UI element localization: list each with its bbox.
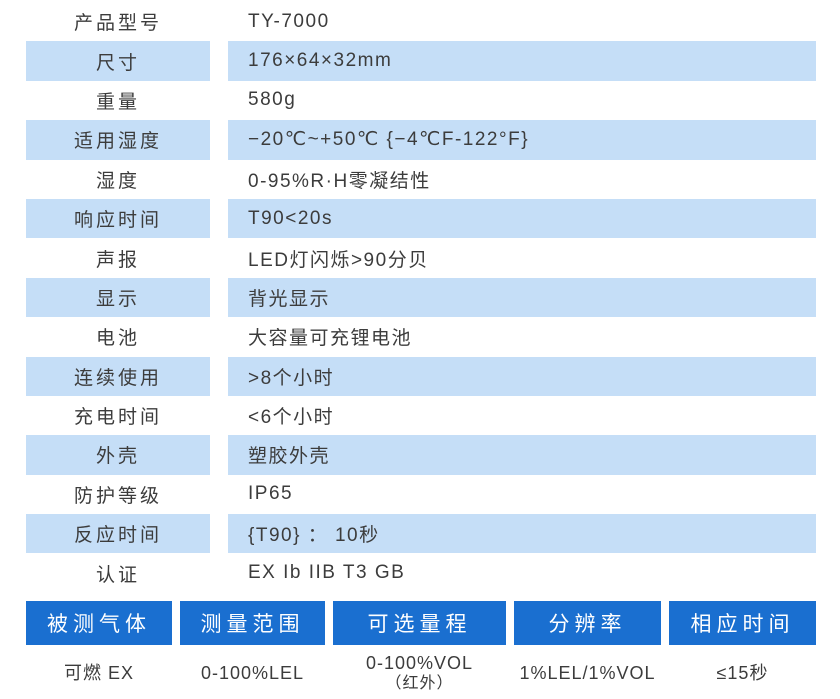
- spec-row-value: 580g: [248, 89, 297, 111]
- spec-row-value: 0-95%R·H零凝结性: [248, 170, 431, 192]
- gas-table-header: 分辨率: [514, 600, 661, 645]
- gas-table-value: 1%LEL/1%VOL: [514, 645, 661, 699]
- gas-measurement-table: 被测气体 可燃 EX 测量范围 0-100%LEL 可选量程 0-100%VOL…: [26, 600, 816, 699]
- spec-row-label: 认证: [95, 564, 140, 586]
- spec-row-value: LED灯闪烁>90分贝: [248, 249, 429, 271]
- spec-row-label: 产品型号: [73, 13, 162, 35]
- spec-row: 湿度 0-95%R·H零凝结性: [0, 160, 840, 199]
- gas-table-header: 可选量程: [333, 600, 506, 645]
- spec-row-label: 显示: [26, 277, 210, 318]
- gas-table-value-line1: 0-100%LEL: [200, 662, 305, 683]
- spec-row-label: 反应时间: [26, 514, 210, 554]
- spec-row-value: 背光显示: [228, 277, 816, 318]
- spec-row-value: TY-7000: [248, 10, 330, 32]
- gas-table-header: 被测气体: [26, 600, 172, 645]
- spec-row-value: 176×64×32mm: [228, 41, 816, 81]
- gas-table-value: ≤15秒: [669, 645, 816, 699]
- spec-row: 尺寸 176×64×32mm: [0, 41, 840, 81]
- spec-row-value: 塑胶外壳: [228, 435, 816, 475]
- spec-row-label: 尺寸: [26, 41, 210, 81]
- gas-table-value-line1: 1%LEL/1%VOL: [519, 662, 656, 683]
- spec-row-value: IP65: [248, 483, 294, 505]
- spec-row-value: EX Ib IIB T3 GB: [248, 562, 406, 584]
- gas-table-column: 分辨率 1%LEL/1%VOL: [514, 600, 661, 699]
- spec-row-label: 连续使用: [26, 356, 210, 396]
- spec-row: 电池 大容量可充锂电池: [0, 317, 840, 356]
- spec-row: 外壳 塑胶外壳: [0, 435, 840, 475]
- gas-table-value-line2: （红外）: [385, 674, 454, 692]
- spec-row-value: −20℃~+50℃ {−4℃F-122°F}: [228, 120, 816, 160]
- spec-row: 反应时间 {T90} ： 10秒: [0, 514, 840, 554]
- spec-row-value: <6个小时: [248, 407, 335, 429]
- spec-row: 充电时间 <6个小时: [0, 396, 840, 435]
- spec-row: 重量 580g: [0, 81, 840, 120]
- gas-table-column: 被测气体 可燃 EX: [26, 600, 172, 699]
- spec-row-label: 充电时间: [73, 407, 162, 429]
- gas-table-value-line1: 0-100%VOL: [365, 652, 474, 673]
- spec-row-label: 防护等级: [73, 485, 162, 507]
- spec-row: 防护等级 IP65: [0, 475, 840, 514]
- spec-row-value: 大容量可充锂电池: [248, 328, 413, 350]
- spec-row: 声报 LED灯闪烁>90分贝: [0, 238, 840, 277]
- gas-table-column: 测量范围 0-100%LEL: [180, 600, 325, 699]
- gas-table-value-line1: ≤15秒: [716, 662, 769, 683]
- gas-table-value-line1: 可燃 EX: [63, 662, 134, 683]
- spec-row-label: 适用湿度: [26, 120, 210, 160]
- spec-row: 产品型号 TY-7000: [0, 2, 840, 41]
- gas-table-column: 可选量程 0-100%VOL （红外）: [333, 600, 506, 699]
- gas-table-header: 测量范围: [180, 600, 325, 645]
- gas-table-value: 可燃 EX: [26, 645, 172, 699]
- spec-row: 适用湿度 −20℃~+50℃ {−4℃F-122°F}: [0, 120, 840, 160]
- gas-table-header: 相应时间: [669, 600, 816, 645]
- spec-row-label: 重量: [95, 91, 140, 113]
- spec-row-value: >8个小时: [228, 356, 816, 396]
- spec-row: 连续使用 >8个小时: [0, 356, 840, 396]
- gas-table-value: 0-100%LEL: [180, 645, 325, 699]
- spec-row: 响应时间 T90<20s: [0, 198, 840, 239]
- spec-row-label: 外壳: [26, 435, 210, 475]
- gas-table-column: 相应时间 ≤15秒: [669, 600, 816, 699]
- spec-row-label: 电池: [95, 328, 140, 350]
- spec-row-label: 响应时间: [26, 198, 210, 239]
- spec-row: 显示 背光显示: [0, 277, 840, 318]
- spec-row-label: 湿度: [95, 170, 140, 192]
- spec-row-value: T90<20s: [228, 198, 816, 239]
- gas-table-value: 0-100%VOL （红外）: [333, 645, 506, 699]
- spec-row: 认证 EX Ib IIB T3 GB: [0, 553, 840, 592]
- spec-table: 产品型号 TY-7000 尺寸 176×64×32mm 重量 580g 适用湿度…: [0, 2, 840, 593]
- spec-row-value: {T90} ： 10秒: [228, 514, 816, 554]
- spec-row-label: 声报: [95, 249, 140, 271]
